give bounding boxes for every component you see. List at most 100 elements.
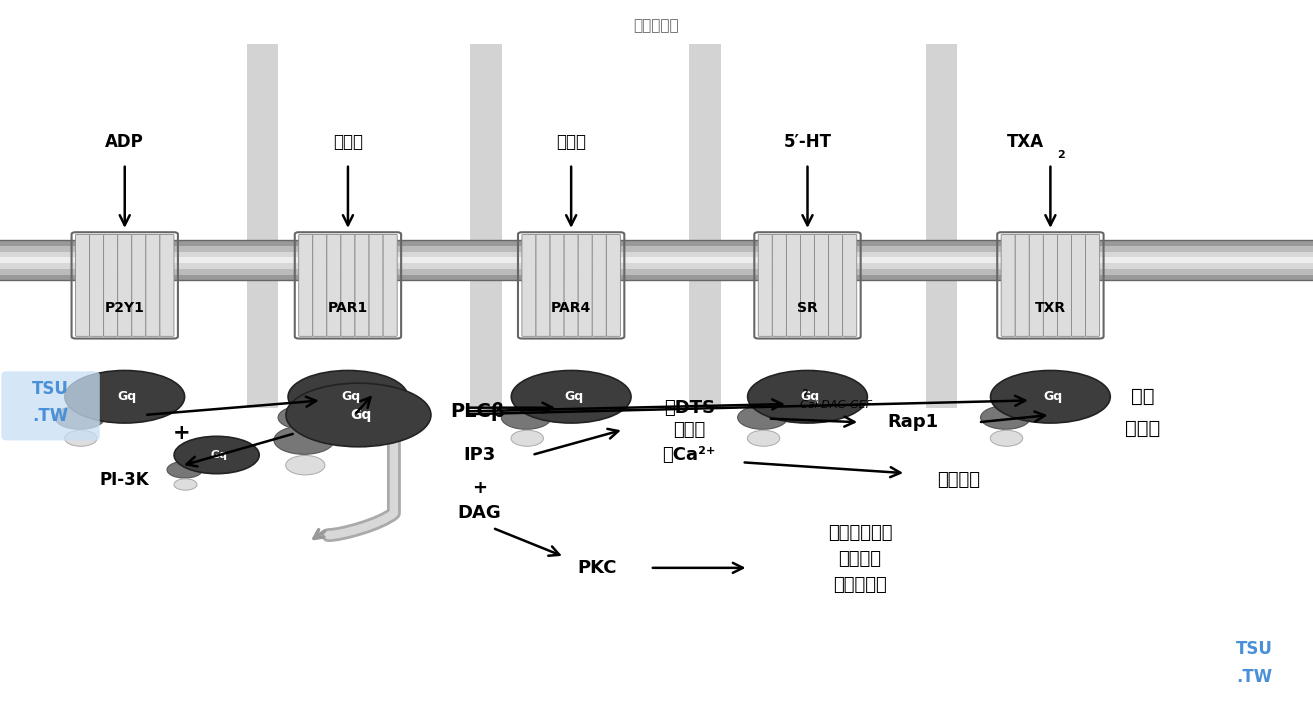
FancyBboxPatch shape: [523, 234, 536, 336]
Ellipse shape: [286, 383, 431, 447]
Text: TSU: TSU: [1236, 641, 1272, 658]
Bar: [0, 258, 1313, 263]
Text: Gq: Gq: [565, 390, 583, 403]
Ellipse shape: [173, 479, 197, 490]
FancyBboxPatch shape: [843, 234, 856, 336]
Ellipse shape: [167, 462, 202, 478]
FancyBboxPatch shape: [772, 234, 786, 336]
Text: ?: ?: [801, 388, 809, 401]
Text: DAG: DAG: [457, 505, 502, 522]
Text: PKC: PKC: [578, 559, 617, 577]
Text: PAR4: PAR4: [551, 301, 591, 314]
Text: Gq: Gq: [341, 390, 360, 403]
Text: TSU: TSU: [32, 381, 68, 398]
Ellipse shape: [288, 371, 408, 423]
Text: ADP: ADP: [105, 133, 144, 151]
Text: .TW: .TW: [1236, 668, 1272, 686]
Text: IP3: IP3: [463, 446, 495, 464]
Ellipse shape: [502, 405, 551, 430]
Text: PAR1: PAR1: [328, 301, 368, 314]
Text: SR: SR: [797, 301, 818, 314]
Text: 天山医学院: 天山医学院: [634, 18, 679, 33]
Ellipse shape: [274, 426, 335, 454]
Text: 整合素: 整合素: [1125, 419, 1159, 438]
FancyBboxPatch shape: [89, 234, 104, 336]
Bar: [247, 44, 278, 408]
FancyBboxPatch shape: [1015, 234, 1029, 336]
Ellipse shape: [175, 436, 259, 474]
Text: TXA: TXA: [1007, 133, 1044, 151]
Text: 细胞骨架重排: 细胞骨架重排: [827, 524, 893, 542]
Text: Rap1: Rap1: [888, 414, 937, 431]
Ellipse shape: [286, 456, 324, 475]
FancyBboxPatch shape: [160, 234, 173, 336]
Ellipse shape: [64, 371, 185, 423]
Bar: [0, 269, 1313, 274]
Ellipse shape: [747, 430, 780, 446]
Ellipse shape: [55, 405, 105, 430]
Text: 出Ca²⁺: 出Ca²⁺: [663, 446, 716, 464]
FancyBboxPatch shape: [118, 234, 131, 336]
Text: P2Y1: P2Y1: [105, 301, 144, 314]
Bar: [0, 240, 1313, 246]
FancyBboxPatch shape: [578, 234, 592, 336]
Ellipse shape: [64, 430, 97, 446]
Text: TXR: TXR: [1035, 301, 1066, 314]
FancyBboxPatch shape: [146, 234, 160, 336]
Text: 分泌颗粒: 分泌颗粒: [937, 472, 979, 489]
Text: 凝血酶: 凝血酶: [334, 133, 362, 151]
FancyBboxPatch shape: [786, 234, 801, 336]
Text: 激活: 激活: [1130, 387, 1154, 406]
FancyBboxPatch shape: [1086, 234, 1100, 336]
Ellipse shape: [738, 405, 788, 430]
FancyBboxPatch shape: [536, 234, 550, 336]
Text: 2: 2: [1057, 150, 1065, 160]
Text: 从DTS: 从DTS: [664, 399, 714, 416]
Text: PI-3K: PI-3K: [100, 472, 150, 489]
Text: .TW: .TW: [32, 408, 68, 425]
Bar: [0, 246, 1313, 252]
Ellipse shape: [288, 430, 320, 446]
FancyBboxPatch shape: [312, 234, 327, 336]
FancyBboxPatch shape: [76, 234, 89, 336]
Text: +: +: [172, 423, 190, 443]
Text: 整合素簇集: 整合素簇集: [834, 577, 886, 594]
Ellipse shape: [747, 371, 868, 423]
FancyBboxPatch shape: [829, 234, 843, 336]
FancyBboxPatch shape: [801, 234, 814, 336]
FancyBboxPatch shape: [565, 234, 578, 336]
Text: PLCβ: PLCβ: [450, 402, 506, 421]
FancyBboxPatch shape: [355, 234, 369, 336]
Text: Gq: Gq: [211, 450, 227, 460]
FancyBboxPatch shape: [759, 234, 772, 336]
FancyBboxPatch shape: [341, 234, 355, 336]
Text: Gq: Gq: [1044, 390, 1062, 403]
Bar: [926, 44, 957, 408]
FancyBboxPatch shape: [814, 234, 829, 336]
FancyBboxPatch shape: [298, 234, 312, 336]
Text: +: +: [471, 479, 487, 496]
Text: Cal DAG-GEF: Cal DAG-GEF: [801, 400, 872, 411]
FancyBboxPatch shape: [131, 234, 146, 336]
Text: Gq: Gq: [801, 390, 819, 403]
FancyBboxPatch shape: [1071, 234, 1086, 336]
Text: 凝血酶: 凝血酶: [557, 133, 586, 151]
FancyBboxPatch shape: [550, 234, 565, 336]
Ellipse shape: [278, 405, 328, 430]
Bar: [0, 263, 1313, 269]
Bar: [689, 44, 721, 408]
FancyBboxPatch shape: [1044, 234, 1057, 336]
Text: 中释放: 中释放: [674, 421, 705, 438]
FancyBboxPatch shape: [1057, 234, 1071, 336]
Ellipse shape: [990, 430, 1023, 446]
Bar: [470, 44, 502, 408]
FancyBboxPatch shape: [1029, 234, 1044, 336]
Bar: [0, 274, 1313, 280]
Text: 5′-HT: 5′-HT: [784, 133, 831, 151]
Text: Gq: Gq: [118, 390, 137, 403]
FancyBboxPatch shape: [327, 234, 341, 336]
Ellipse shape: [511, 430, 544, 446]
Ellipse shape: [981, 405, 1031, 430]
FancyBboxPatch shape: [592, 234, 607, 336]
FancyBboxPatch shape: [607, 234, 621, 336]
